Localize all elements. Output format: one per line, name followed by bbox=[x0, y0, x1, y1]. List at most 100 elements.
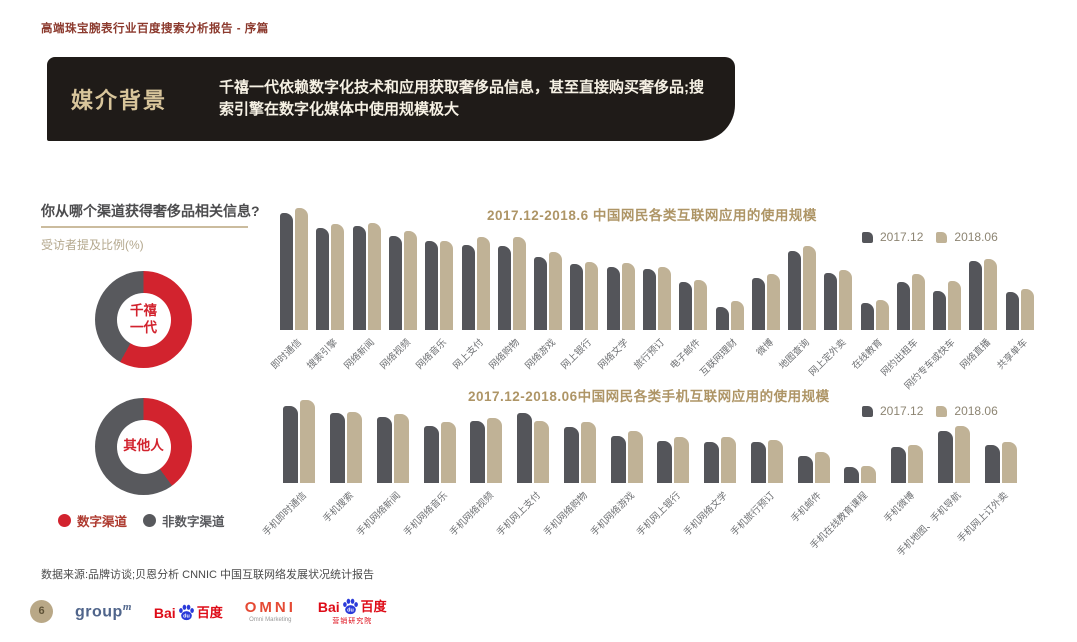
bar-group bbox=[276, 400, 323, 483]
bar-group bbox=[323, 411, 370, 483]
bar-group bbox=[603, 262, 639, 330]
bar-group bbox=[857, 299, 893, 330]
bar-2017.12 bbox=[1005, 292, 1019, 330]
bar-2017.12 bbox=[517, 412, 533, 483]
legend-label: 非数字渠道 bbox=[162, 515, 225, 529]
bar-chart-2-x-axis: 手机即时通信 手机搜索 手机网络新闻 手机网络音乐 手机网络视频 手机网上支付 手机网络购物… bbox=[261, 484, 1024, 558]
report-header: 高端珠宝腕表行业百度搜索分析报告 - 序篇 bbox=[41, 23, 269, 35]
donut-center-label: 其他人 bbox=[123, 438, 164, 454]
bar-2018.06 bbox=[627, 430, 643, 483]
bar-2017.12 bbox=[570, 264, 584, 330]
bar-group bbox=[675, 280, 711, 330]
bar-2018.06 bbox=[580, 421, 596, 483]
legend-label: 2018.06 bbox=[954, 230, 998, 244]
bar-2018.06 bbox=[367, 222, 381, 330]
bar-group bbox=[494, 237, 530, 330]
bar-group bbox=[790, 451, 837, 483]
bar-2018.06 bbox=[948, 281, 962, 330]
bar-group bbox=[530, 251, 566, 330]
bar-chart-1-title: 2017.12-2018.6 中国网民各类互联网应用的使用规模 bbox=[487, 208, 817, 223]
bar-2018.06 bbox=[861, 465, 877, 483]
bar-2017.12 bbox=[425, 240, 439, 330]
bar-2017.12 bbox=[534, 256, 548, 330]
legend-label: 数字渠道 bbox=[77, 515, 128, 529]
baidu-logo-cn: 百度 bbox=[196, 604, 223, 620]
bar-2018.06 bbox=[347, 411, 363, 483]
bar-2018.06 bbox=[954, 425, 970, 483]
bar-2017.12 bbox=[280, 212, 294, 330]
bar-chart-2 bbox=[276, 400, 1024, 483]
bar-group bbox=[650, 437, 697, 483]
bar-2017.12 bbox=[679, 282, 693, 330]
bar-2017.12 bbox=[376, 416, 392, 483]
bar-2017.12 bbox=[751, 277, 765, 330]
x-axis-label: 手机搜索 bbox=[321, 490, 357, 525]
x-axis-label: 手机邮件 bbox=[788, 490, 824, 525]
bar-2017.12 bbox=[715, 306, 729, 330]
bar-2017.12 bbox=[642, 269, 656, 330]
bar-2018.06 bbox=[585, 261, 599, 330]
section-title: 媒介背景 bbox=[71, 88, 168, 113]
baidu-research-caption: 营销研究院 bbox=[332, 618, 373, 625]
bar-2017.12 bbox=[797, 455, 813, 483]
baidu-logo-bai: Bai bbox=[153, 604, 176, 621]
bar-2018.06 bbox=[403, 231, 417, 330]
bar-group bbox=[697, 437, 744, 483]
bar-group bbox=[463, 418, 510, 483]
bar-group bbox=[457, 237, 493, 330]
bar-group bbox=[893, 273, 929, 330]
bar-2017.12 bbox=[844, 467, 860, 483]
bar-2017.12 bbox=[704, 442, 720, 483]
legend-swatch-2018 bbox=[936, 231, 948, 243]
bar-2017.12 bbox=[563, 426, 579, 483]
bar-2018.06 bbox=[1020, 288, 1034, 330]
bar-2018.06 bbox=[657, 266, 671, 330]
donut-hole: 其他人 bbox=[116, 419, 171, 474]
bar-group bbox=[312, 223, 348, 330]
bar-chart-1 bbox=[276, 208, 1038, 330]
bar-2017.12 bbox=[470, 420, 486, 483]
donut-legend: 数字渠道 非数字渠道 bbox=[58, 511, 225, 530]
bar-2017.12 bbox=[423, 425, 439, 483]
section-description: 千禧一代依赖数字化技术和应用获取奢侈品信息，甚至直接购买奢侈品;搜索引擎在数字化… bbox=[219, 78, 704, 119]
groupm-logo-text: group bbox=[75, 603, 123, 621]
bar-2017.12 bbox=[824, 272, 838, 330]
legend-label: 2017.12 bbox=[880, 404, 924, 418]
bar-group bbox=[639, 266, 675, 330]
x-axis-tick: 共享单车 bbox=[995, 331, 1038, 385]
bar-2017.12 bbox=[316, 227, 330, 330]
bar-2017.12 bbox=[969, 260, 983, 330]
survey-subtitle: 受访者提及比例(%) bbox=[41, 238, 144, 252]
legend-item-digital: 数字渠道 bbox=[58, 511, 127, 530]
survey-question: 你从哪个渠道获得奢侈品相关信息? bbox=[41, 203, 260, 219]
bar-group bbox=[370, 414, 417, 483]
bar-chart-1-x-axis: 即时通信 搜索引擎 网络新闻 网络视频 网络音乐 网上支付 网络购物 网络游戏 网上银行 网络文学… bbox=[269, 331, 1038, 392]
omni-logo: OMNI Omni Marketing bbox=[245, 599, 296, 623]
bar-chart-2-title: 2017.12-2018.06中国网民各类手机互联网应用的使用规模 bbox=[468, 389, 830, 404]
bar-2018.06 bbox=[300, 400, 316, 483]
bar-2017.12 bbox=[788, 250, 802, 330]
bar-2017.12 bbox=[497, 245, 511, 330]
x-axis-tick: 手机旅行预订 bbox=[729, 484, 791, 556]
bar-group bbox=[748, 273, 784, 330]
legend-item-nondigital: 非数字渠道 bbox=[143, 511, 225, 530]
bar-2017.12 bbox=[860, 303, 874, 330]
bar-2018.06 bbox=[911, 273, 925, 330]
bar-group bbox=[784, 245, 820, 330]
bar-2017.12 bbox=[461, 244, 475, 330]
bar-group bbox=[744, 439, 791, 483]
baidu-logo-cn: 百度 bbox=[360, 599, 387, 614]
x-axis-label: 即时通信 bbox=[269, 337, 305, 372]
bar-2017.12 bbox=[388, 236, 402, 330]
bar-2018.06 bbox=[803, 245, 817, 330]
bar-group bbox=[965, 259, 1001, 330]
bar-2018.06 bbox=[908, 444, 924, 483]
bar-2017.12 bbox=[984, 444, 1000, 483]
bar-2017.12 bbox=[657, 440, 673, 483]
x-axis-label: 微博 bbox=[754, 337, 776, 359]
bar-2018.06 bbox=[875, 299, 889, 330]
footer: 6 groupm Bai du 百度 OMNI Omni Marketing B… bbox=[30, 596, 387, 626]
bar-group bbox=[820, 270, 856, 330]
bar-2018.06 bbox=[331, 223, 345, 330]
